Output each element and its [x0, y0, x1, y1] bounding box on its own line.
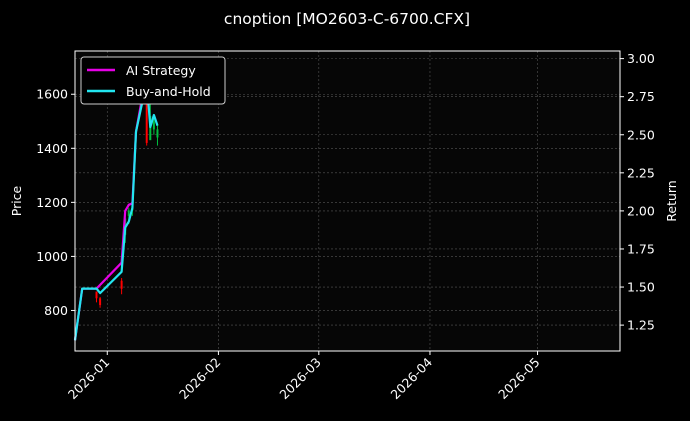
y2-tick-label-2.25: 2.25	[627, 165, 655, 180]
y2-tick-label-2.75: 2.75	[627, 89, 655, 104]
candle-body-2026-01-07	[127, 210, 130, 216]
y-tick-label-1400: 1400	[36, 141, 68, 156]
candle-body-2026-01-05	[120, 280, 123, 289]
legend-label-buy-and-hold: Buy-and-Hold	[126, 84, 211, 99]
legend-label-ai-strategy: AI Strategy	[126, 63, 196, 78]
candle-body-2025-12-30	[99, 298, 102, 306]
y2-tick-label-3.00: 3.00	[627, 51, 655, 66]
chart-title: cnoption [MO2603-C-6700.CFX]	[224, 10, 470, 28]
candle-body-2026-01-15	[156, 129, 159, 138]
y2-tick-label-1.25: 1.25	[627, 318, 655, 333]
y2-tick-label-2.00: 2.00	[627, 203, 655, 218]
y2-tick-label-1.75: 1.75	[627, 241, 655, 256]
y-tick-label-1000: 1000	[36, 249, 68, 264]
candle-body-2025-12-29	[95, 291, 98, 299]
plot-frame	[74, 50, 621, 352]
y2-axis-title: Return	[664, 180, 679, 221]
y2-axis-ticks: 1.25 1.50 1.75 2.00 2.25 2.50 2.75 3.00	[620, 51, 655, 333]
y2-tick-label-1.50: 1.50	[627, 280, 655, 295]
y-axis-title: Price	[9, 185, 24, 216]
grid-lines	[75, 51, 620, 351]
y2-tick-label-2.50: 2.50	[627, 127, 655, 142]
legend-box	[80, 56, 226, 105]
candle-body-2026-01-14	[152, 121, 155, 130]
y-axis-ticks: 800 1000 1200 1400 1600	[36, 87, 75, 318]
legend: AI Strategy Buy-and-Hold	[80, 56, 226, 105]
series-line-buy-and-hold	[73, 80, 159, 341]
y-tick-label-1600: 1600	[36, 87, 68, 102]
y-tick-label-800: 800	[44, 303, 68, 318]
y-tick-label-1200: 1200	[36, 195, 68, 210]
candle-body-2026-01-12	[145, 83, 148, 143]
